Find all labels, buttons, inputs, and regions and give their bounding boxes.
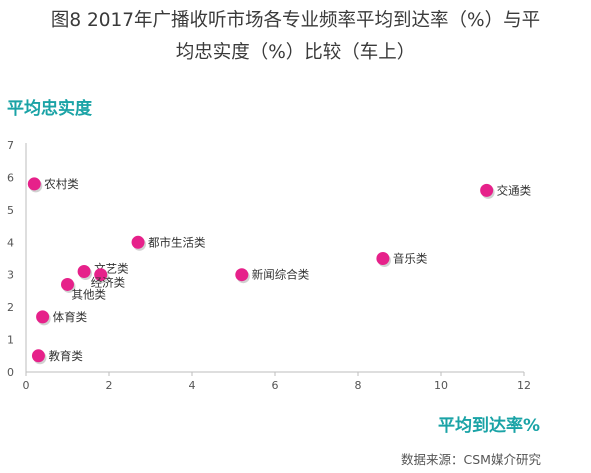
data-point [31, 349, 45, 363]
point-label: 其他类 [72, 287, 107, 301]
y-tick-label: 0 [7, 366, 14, 379]
point-label: 体育类 [53, 310, 88, 324]
y-axis-title: 平均忠实度 [7, 99, 92, 119]
x-tick-label: 4 [189, 379, 196, 392]
data-point [131, 235, 145, 249]
data-point [235, 268, 249, 282]
y-tick-label: 5 [7, 204, 14, 217]
chart-title-line1: 图8 2017年广播收听市场各专业频率平均到达率（%）与平 [50, 10, 541, 31]
point-label: 农村类 [44, 177, 79, 191]
y-tick-label: 2 [7, 301, 14, 314]
data-point [480, 183, 494, 197]
x-tick-label: 2 [106, 379, 113, 392]
x-axis-title: 平均到达率% [438, 416, 541, 436]
x-tick-label: 8 [355, 379, 362, 392]
point-label: 新闻综合类 [252, 268, 310, 282]
y-tick-label: 1 [7, 334, 14, 347]
x-tick-label: 0 [23, 379, 30, 392]
data-point [94, 268, 108, 282]
data-point [36, 310, 50, 324]
point-label: 都市生活类 [148, 235, 206, 249]
y-tick-label: 3 [7, 269, 14, 282]
chart-title-line2: 均忠实度（%）比较（车上） [175, 42, 416, 63]
y-tick-label: 6 [7, 171, 14, 184]
point-label: 交通类 [497, 183, 532, 197]
data-source: 数据来源：CSM媒介研究 [401, 452, 541, 467]
x-tick-label: 6 [272, 379, 279, 392]
point-label: 音乐类 [393, 252, 428, 266]
data-point [27, 177, 41, 191]
x-tick-label: 10 [434, 379, 448, 392]
point-label: 经济类 [91, 276, 126, 290]
y-tick-label: 7 [7, 139, 14, 152]
data-point [376, 252, 390, 265]
data-point [61, 277, 74, 291]
y-tick-label: 4 [7, 236, 14, 249]
x-tick-label: 12 [517, 379, 531, 392]
data-point [77, 264, 91, 278]
point-label: 教育类 [48, 349, 83, 363]
